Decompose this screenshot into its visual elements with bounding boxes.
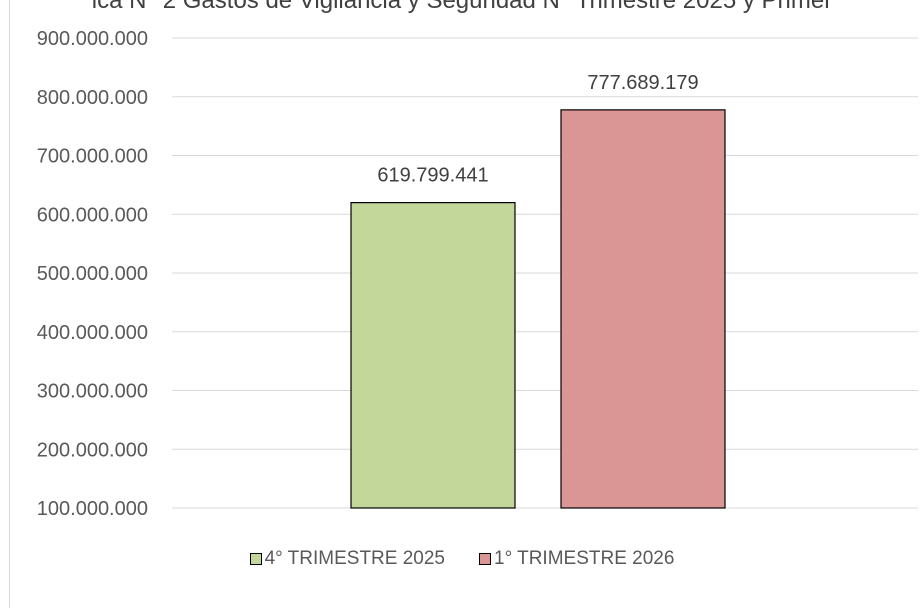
bars <box>350 109 726 509</box>
chart-frame <box>9 0 924 608</box>
y-tick-label: 900.000.000 <box>37 28 148 50</box>
y-axis-tick-labels: 100.000.000 200.000.000 300.000.000 400.000… <box>37 28 148 520</box>
legend-label-series-2: 1° TRIMESTRE 2026 <box>494 548 675 569</box>
data-label-2: 777.689.179 <box>587 72 698 94</box>
legend-swatch-series-1 <box>249 553 262 565</box>
y-tick-label: 700.000.000 <box>37 146 148 168</box>
bar-2 <box>560 109 726 509</box>
legend-swatch-series-2 <box>479 553 491 565</box>
bar-chart: 100.000.000 200.000.000 300.000.000 400.000… <box>37 28 918 520</box>
y-tick-label: 200.000.000 <box>37 439 148 461</box>
y-tick-label: 600.000.000 <box>37 204 148 226</box>
legend-item-series-2: 1° TRIMESTRE 2026 <box>479 548 674 570</box>
y-tick-label: 100.000.000 <box>37 498 148 520</box>
y-tick-label: 800.000.000 <box>37 87 148 109</box>
y-tick-label: 400.000.000 <box>37 322 148 344</box>
data-labels: 619.799.441 777.689.179 <box>377 72 698 187</box>
chart-title: ica N° 2 Gastos de Vigilancia y Segurida… <box>91 0 833 14</box>
gridlines <box>172 37 918 509</box>
y-tick-label: 500.000.000 <box>37 263 148 285</box>
legend-item-series-1: 4° TRIMESTRE 2025 <box>249 548 445 570</box>
legend: 4° TRIMESTRE 2025 1° TRIMESTRE 2026 <box>0 548 924 570</box>
data-label-1: 619.799.441 <box>377 165 488 187</box>
bar-1 <box>350 202 516 509</box>
legend-label-series-1: 4° TRIMESTRE 2025 <box>264 548 445 569</box>
y-tick-label: 300.000.000 <box>37 381 148 403</box>
